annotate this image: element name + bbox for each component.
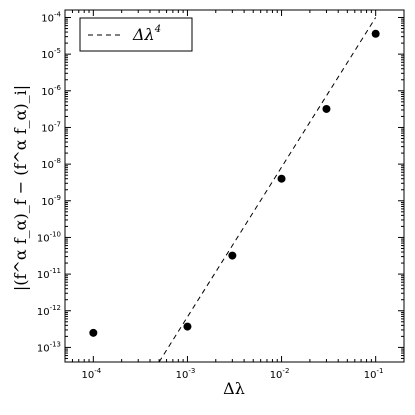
tick-labels: 10-4 10-3 10-2 10-1 10-13 10-12 10-11 10-10 10-9… — [37, 10, 384, 381]
x-tick-label: 10-2 — [270, 367, 290, 381]
x-tick-label: 10-4 — [81, 367, 101, 381]
legend-label-exp: 4 — [154, 24, 161, 35]
points-layer — [89, 29, 380, 337]
y-tick-label: 10-12 — [37, 304, 61, 318]
data-point — [277, 174, 286, 183]
data-point — [89, 328, 98, 337]
data-point — [322, 104, 331, 113]
data-point — [228, 251, 237, 260]
x-tick-label: 10-3 — [176, 367, 196, 381]
data-point — [371, 29, 380, 38]
tick-marks — [64, 10, 405, 363]
x-axis-label: Δλ — [223, 379, 245, 398]
plot-frame — [64, 9, 405, 363]
y-tick-label: 10-5 — [41, 47, 61, 61]
y-tick-label: 10-9 — [41, 194, 61, 208]
x-tick-label: 10-1 — [364, 367, 384, 381]
fit-line — [158, 17, 377, 363]
y-tick-label: 10-4 — [41, 10, 61, 24]
y-tick-label: 10-11 — [37, 267, 61, 281]
fit-line-layer — [158, 17, 377, 363]
data-point — [183, 322, 192, 331]
legend: Δλ4 — [79, 17, 193, 52]
y-axis-label: |(f^α f_α)_f − (f^α f_α)_i| — [11, 85, 30, 291]
y-tick-label: 10-10 — [37, 230, 61, 244]
y-tick-label: 10-8 — [41, 157, 61, 171]
legend-label: Δλ4 — [132, 24, 161, 44]
legend-label-base: Δλ — [132, 25, 155, 44]
y-tick-label: 10-13 — [37, 340, 61, 354]
y-tick-label: 10-6 — [41, 84, 61, 98]
y-tick-label: 10-7 — [41, 120, 61, 134]
